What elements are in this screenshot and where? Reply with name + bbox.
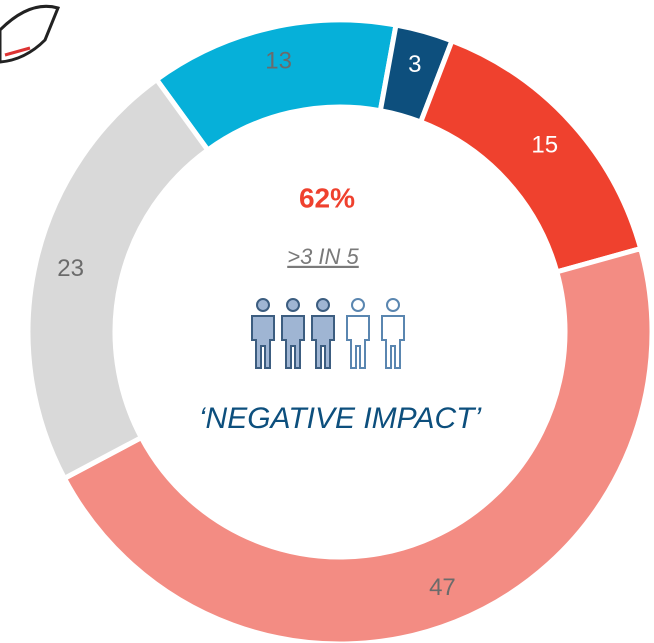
data-label: 3 [408, 51, 421, 78]
slices [28, 20, 652, 643]
subline: >3 IN 5 [287, 244, 359, 269]
slice [64, 249, 652, 643]
data-label: 15 [531, 131, 558, 158]
people-icons [252, 299, 404, 368]
data-label: 47 [429, 574, 456, 601]
headline: 62% [299, 182, 355, 213]
slice [28, 80, 208, 479]
caption: ‘NEGATIVE IMPACT’ [199, 402, 483, 435]
data-label: 23 [57, 255, 84, 282]
logo [0, 6, 58, 62]
data-label: 13 [265, 48, 292, 75]
chart: 62% >3 IN 5 ‘NEGATIVE IMPACT’ 13 3 15 47 23 [0, 0, 654, 643]
